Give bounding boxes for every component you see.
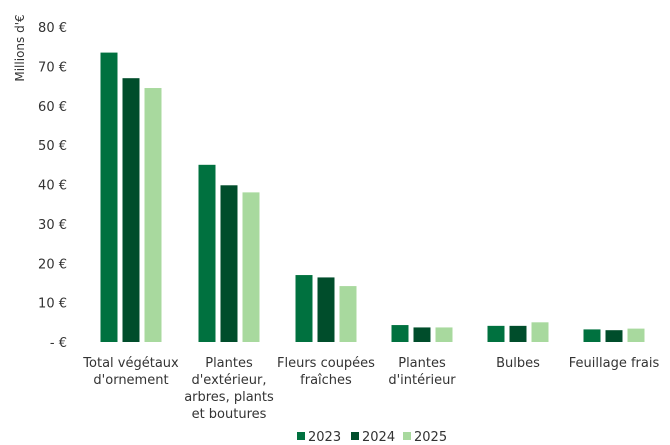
category-label-line: Plantes xyxy=(398,356,446,371)
y-tick-label: 30 € xyxy=(38,218,67,233)
y-tick-label: - € xyxy=(50,336,67,351)
legend: 2023 2024 2025 xyxy=(297,430,447,445)
category-label: Feuillage frais xyxy=(569,356,660,371)
category-label-line: Feuillage frais xyxy=(569,356,660,371)
bar-2023 xyxy=(583,329,601,342)
y-tick-label: 20 € xyxy=(38,257,67,272)
category-label-line: Total végétaux xyxy=(82,356,179,371)
category-label-line: d'intérieur xyxy=(388,373,456,388)
bar-2023 xyxy=(295,275,313,342)
bar-2024 xyxy=(317,277,335,342)
y-tick-label: 60 € xyxy=(38,100,67,115)
legend-swatch-2024 xyxy=(351,432,359,440)
bar-2023 xyxy=(100,52,118,342)
legend-label: 2025 xyxy=(414,430,447,445)
bar-2025 xyxy=(144,88,162,342)
category-label-line: d'extérieur, xyxy=(191,373,266,388)
y-tick-label: 80 € xyxy=(38,21,67,36)
category-label-line: Bulbes xyxy=(496,356,540,371)
bar-2025 xyxy=(531,322,549,342)
bars xyxy=(100,52,645,342)
x-axis-categories: Total végétaux d'ornement Plantes d'extérie… xyxy=(82,356,659,422)
bar-2024 xyxy=(122,78,140,342)
category-label: Bulbes xyxy=(496,356,540,371)
category-label: Fleurs coupées fraîches xyxy=(277,356,375,388)
bar-2023 xyxy=(487,325,505,342)
category-label-line: fraîches xyxy=(300,373,352,388)
category-label-line: et boutures xyxy=(192,407,267,422)
bar-2023 xyxy=(198,164,216,342)
category-label-line: Fleurs coupées xyxy=(277,356,375,371)
bar-2025 xyxy=(435,327,453,342)
category-label-line: d'ornement xyxy=(93,373,168,388)
category-label: Plantes d'extérieur, arbres, plants et bout… xyxy=(184,356,274,422)
legend-label: 2024 xyxy=(362,430,395,445)
y-tick-label: 10 € xyxy=(38,297,67,312)
y-tick-label: 70 € xyxy=(38,60,67,75)
y-axis-ticks: - € 10 € 20 € 30 € 40 € 50 € 60 € 70 € 80 € xyxy=(38,21,67,351)
bar-2023 xyxy=(391,325,409,342)
legend-swatch-2025 xyxy=(403,432,411,440)
legend-swatch-2023 xyxy=(297,432,305,440)
y-axis-label: Millions d'€ xyxy=(13,14,27,81)
bar-2024 xyxy=(605,330,623,342)
bar-2024 xyxy=(509,325,527,342)
y-tick-label: 50 € xyxy=(38,139,67,154)
bar-2024 xyxy=(413,327,431,342)
bar-2025 xyxy=(339,286,357,342)
y-tick-label: 40 € xyxy=(38,179,67,194)
category-label: Total végétaux d'ornement xyxy=(82,356,179,388)
bar-2025 xyxy=(627,328,645,342)
legend-label: 2023 xyxy=(308,430,341,445)
category-label-line: arbres, plants xyxy=(184,390,274,405)
category-label-line: Plantes xyxy=(205,356,253,371)
bar-2025 xyxy=(242,192,260,342)
category-label: Plantes d'intérieur xyxy=(388,356,456,388)
bar-2024 xyxy=(220,185,238,342)
